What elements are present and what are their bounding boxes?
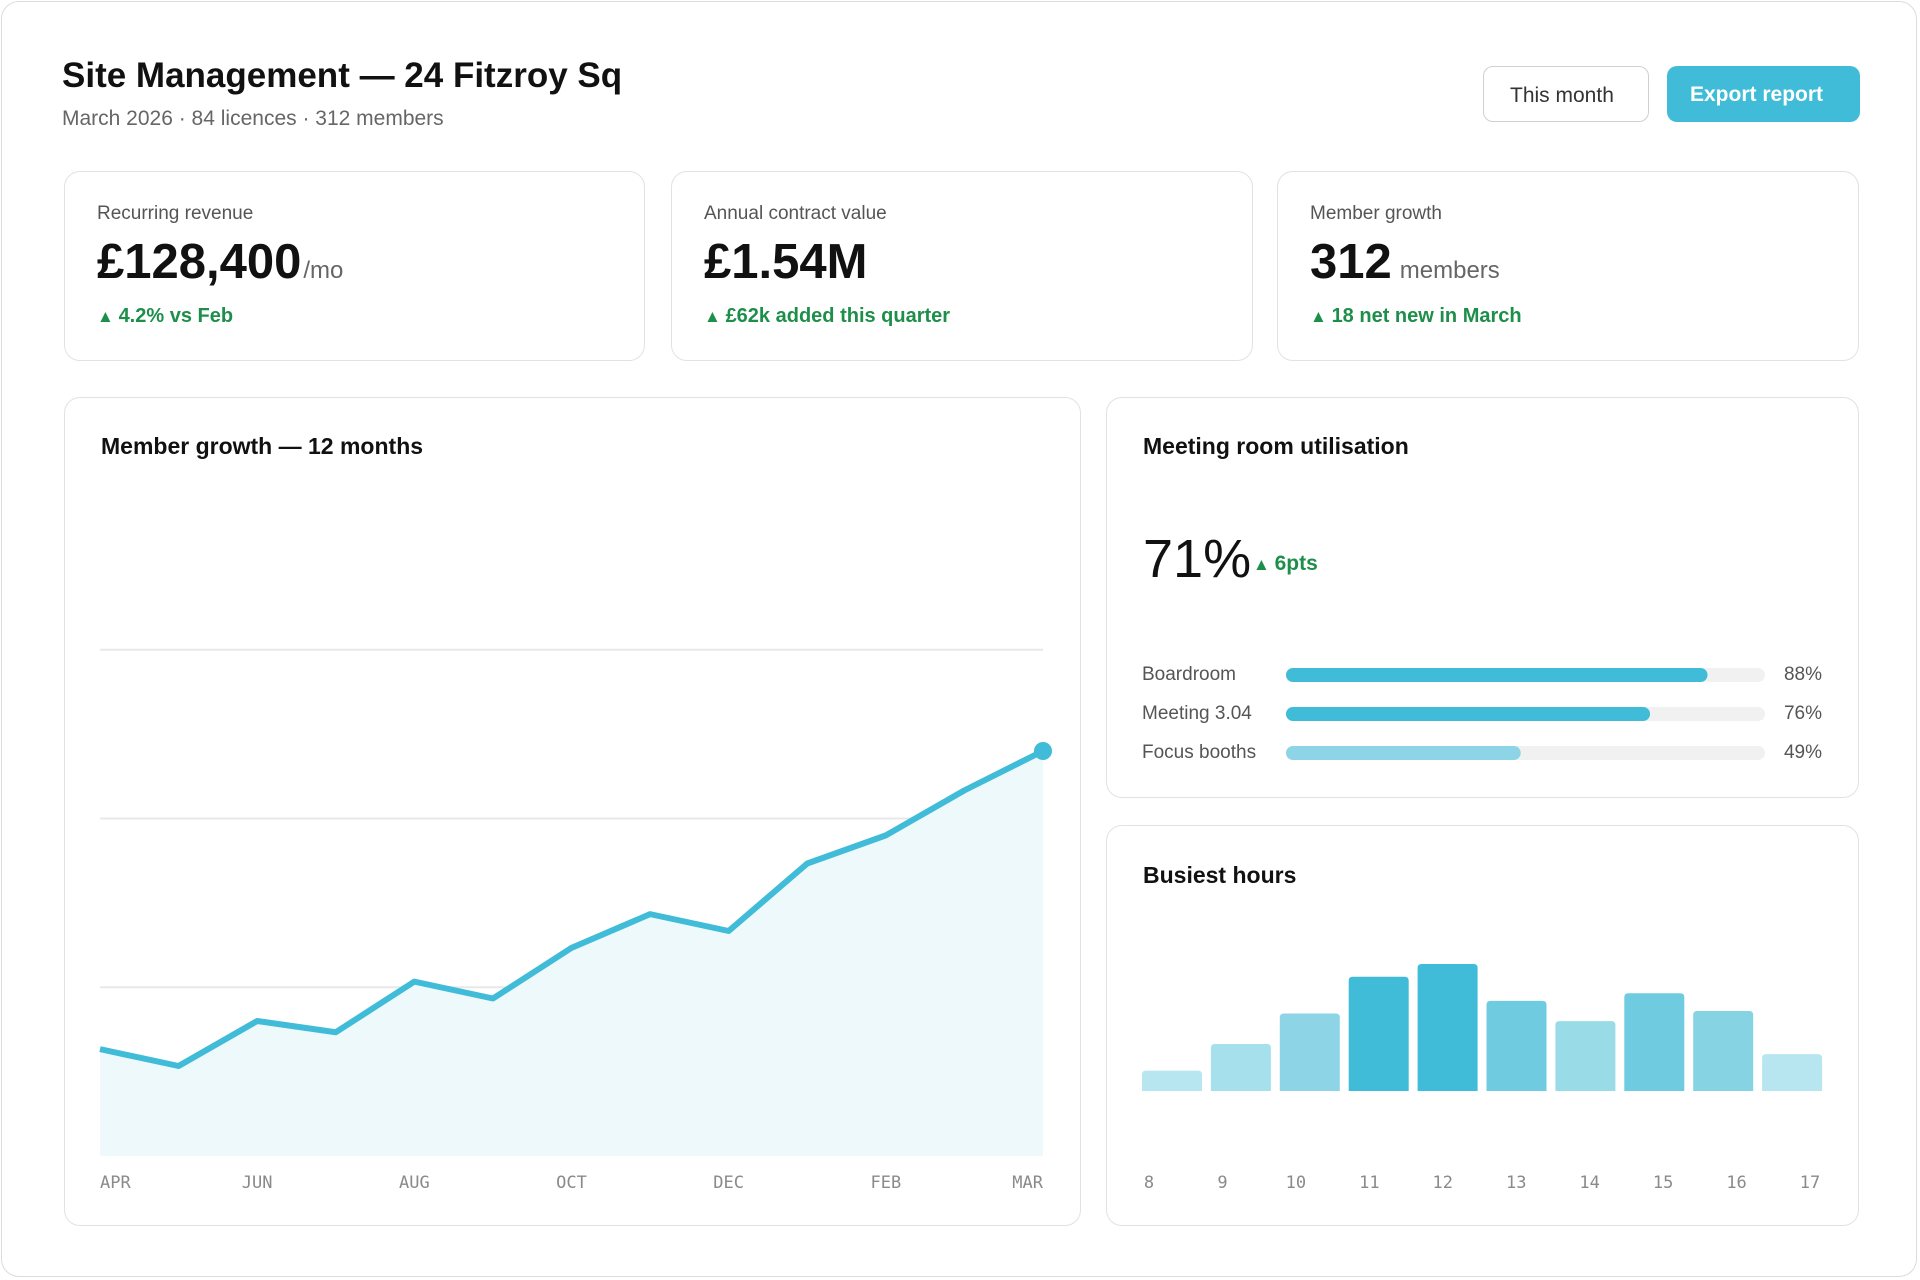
kpi-label: Annual contract value (704, 203, 887, 224)
utilisation-value: 71% (1143, 529, 1252, 589)
kpi-unit: /mo (303, 257, 344, 284)
kpi-unit: members (1399, 257, 1500, 284)
chart-title: Meeting room utilisation (1143, 433, 1409, 459)
chart-title: Busiest hours (1143, 862, 1297, 888)
page-subtitle: March 2026 · 84 licences · 312 members (62, 107, 444, 130)
kpi-label: Recurring revenue (97, 203, 254, 224)
kpi-value: 312 (1310, 235, 1392, 289)
utilisation-delta: 6pts (1253, 552, 1318, 576)
chart-title: Member growth — 12 months (101, 433, 424, 459)
export-button[interactable]: Export report (1667, 66, 1860, 122)
kpi-label: Member growth (1310, 203, 1442, 224)
kpi-delta: 18 net new in March (1310, 305, 1522, 328)
kpi-value: £128,400 (97, 235, 302, 289)
page-title: Site Management — 24 Fitzroy Sq (62, 56, 623, 95)
kpi-delta: £62k added this quarter (704, 305, 951, 328)
kpi-value-row: £128,400/mo (97, 234, 343, 290)
period-button[interactable]: This month (1483, 66, 1649, 122)
kpi-value: £1.54M (704, 235, 868, 289)
chart-card: Member growth — 12 months (64, 397, 1081, 1226)
kpi-delta: 4.2% vs Feb (97, 305, 234, 328)
chart-card: Busiest hours (1106, 825, 1859, 1226)
kpi-card: Recurring revenue £128,400/mo 4.2% vs Fe… (64, 171, 645, 361)
kpi-card: Annual contract value £1.54M £62k added … (671, 171, 1253, 361)
chart-card: Meeting room utilisation 71% 6pts (1106, 397, 1859, 798)
kpi-value-row: 312 members (1310, 234, 1500, 290)
kpi-card: Member growth 312 members 18 net new in M… (1277, 171, 1859, 361)
